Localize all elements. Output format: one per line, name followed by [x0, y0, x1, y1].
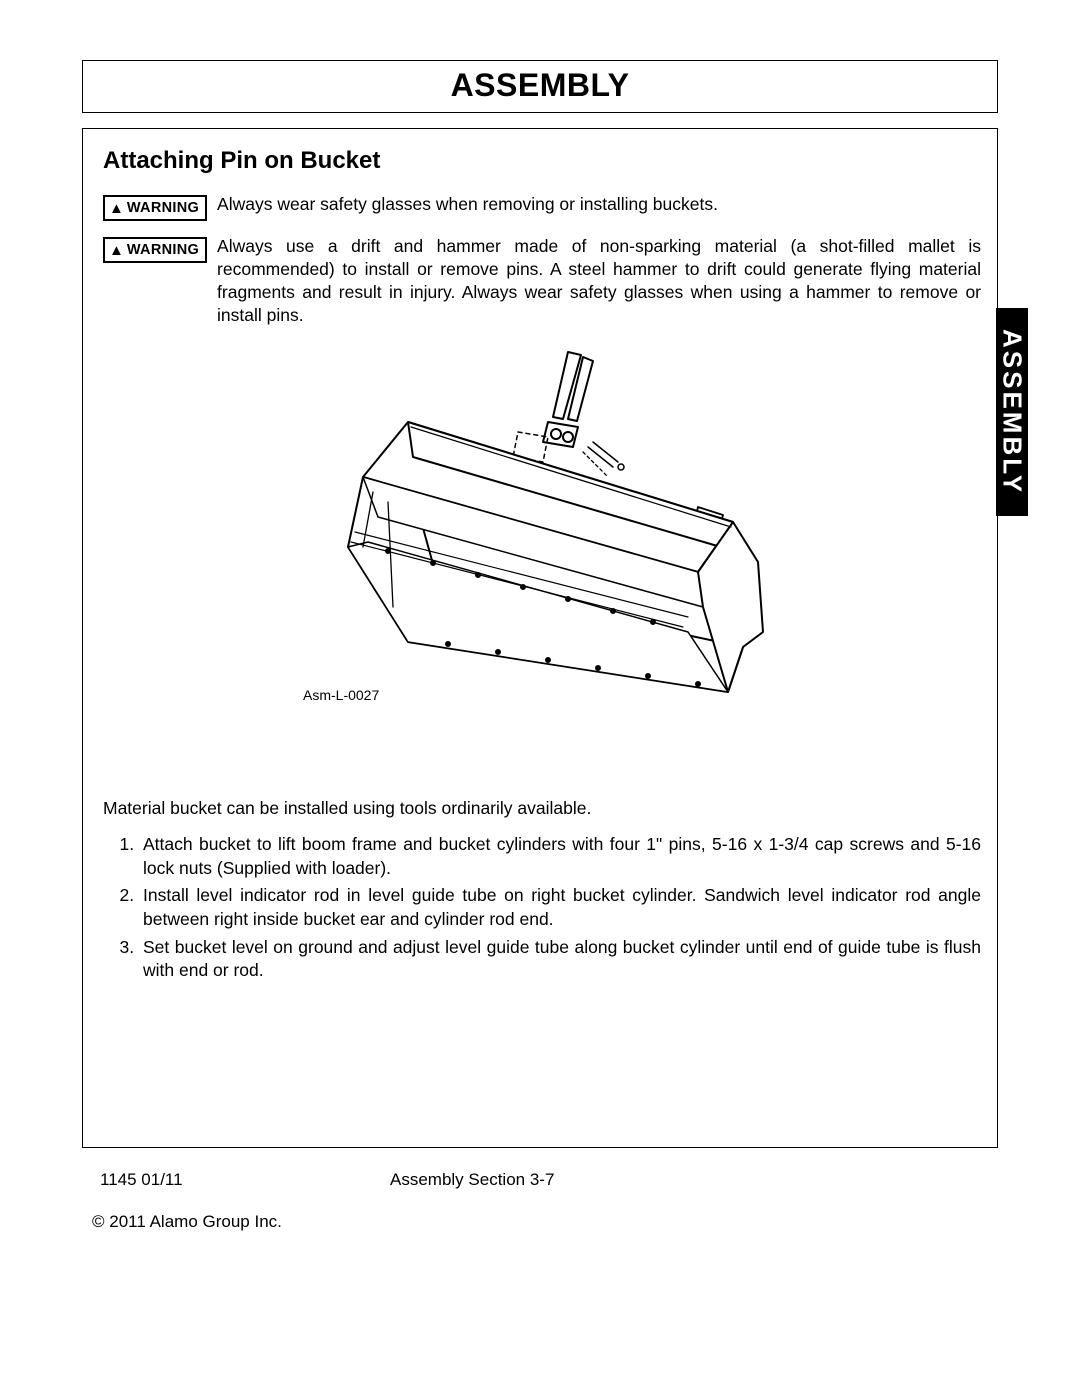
warning-text: Always use a drift and hammer made of no… — [217, 235, 981, 327]
figure-area: Asm-L-0027 — [103, 347, 981, 727]
intro-text: Material bucket can be installed using t… — [103, 797, 981, 821]
figure-caption: Asm-L-0027 — [303, 687, 379, 703]
warning-badge: ▲ WARNING — [103, 195, 207, 221]
step-item: Attach bucket to lift boom frame and buc… — [139, 833, 981, 880]
warning-text: Always wear safety glasses when removing… — [217, 193, 981, 216]
warning-block-1: ▲ WARNING Always wear safety glasses whe… — [103, 193, 981, 221]
warning-block-2: ▲ WARNING Always use a drift and hammer … — [103, 235, 981, 327]
page-title: ASSEMBLY — [83, 61, 997, 112]
copyright: © 2011 Alamo Group Inc. — [92, 1212, 282, 1232]
step-item: Install level indicator rod in level gui… — [139, 884, 981, 931]
footer: 1145 01/11 Assembly Section 3-7 — [100, 1170, 980, 1190]
title-frame: ASSEMBLY — [82, 60, 998, 113]
warning-badge: ▲ WARNING — [103, 237, 207, 263]
step-list: Attach bucket to lift boom frame and buc… — [103, 833, 981, 983]
bucket-diagram — [293, 347, 773, 717]
warning-icon: ▲ — [109, 243, 124, 258]
warning-label: WARNING — [127, 242, 199, 258]
section-heading: Attaching Pin on Bucket — [103, 147, 981, 175]
step-item: Set bucket level on ground and adjust le… — [139, 936, 981, 983]
content-frame: Attaching Pin on Bucket ▲ WARNING Always… — [82, 128, 998, 1148]
section-tab: ASSEMBLY — [996, 308, 1028, 516]
footer-docnum: 1145 01/11 — [100, 1170, 380, 1190]
warning-label: WARNING — [127, 200, 199, 216]
footer-section: Assembly Section 3-7 — [380, 1170, 980, 1190]
warning-icon: ▲ — [109, 201, 124, 216]
